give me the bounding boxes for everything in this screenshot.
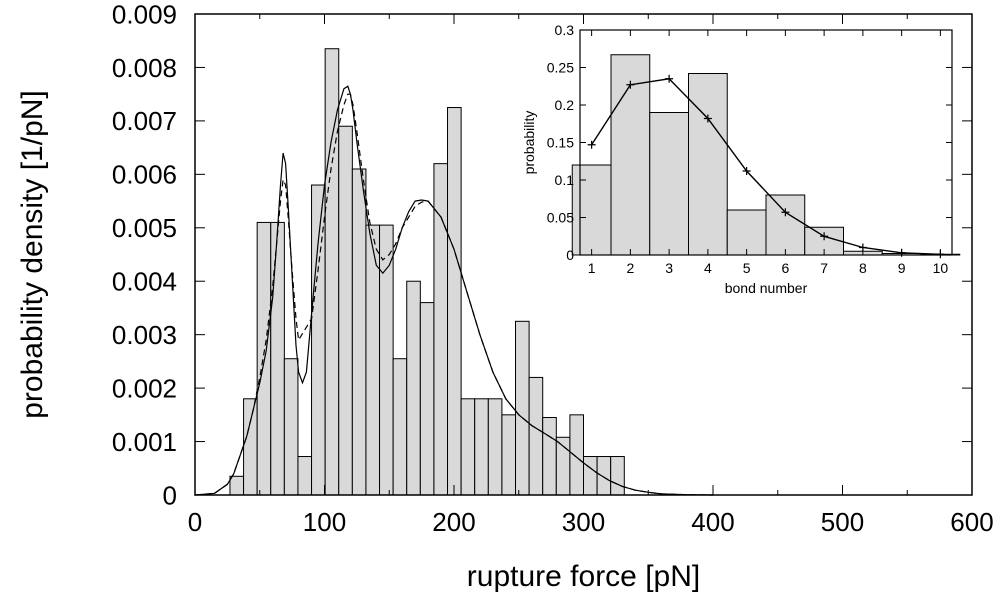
- histogram-bar: [649, 112, 689, 256]
- histogram-bar: [433, 163, 449, 496]
- histogram-bar: [610, 456, 625, 496]
- x-tick-label: 3: [665, 260, 673, 276]
- histogram-bar: [515, 320, 530, 496]
- histogram-bar: [726, 209, 767, 256]
- fit-curve: [591, 78, 941, 255]
- data-point-marker: [820, 232, 829, 241]
- histogram-bar: [229, 475, 245, 496]
- x-tick-label: 8: [859, 260, 867, 276]
- data-point-marker: [587, 140, 596, 149]
- data-point-marker: [703, 114, 712, 123]
- x-tick-label: 9: [898, 260, 906, 276]
- histogram-bar: [283, 358, 299, 496]
- histogram-bar: [487, 398, 503, 496]
- histogram-bar: [365, 224, 381, 496]
- histogram-bar: [447, 107, 462, 496]
- x-tick-label: 600: [950, 507, 993, 537]
- histogram-bar: [243, 398, 258, 496]
- y-tick-label: 0.002: [112, 373, 177, 403]
- inset-plot: 1 2 3 4 5 6 7 8 9 10 0 0.05 0.1 0.15 0.2 0.25 0.3 bond nu…: [521, 22, 961, 296]
- y-tick-label: 0.005: [112, 213, 177, 243]
- y-tick-label: 0.004: [112, 267, 177, 297]
- data-point-marker: [626, 80, 635, 89]
- histogram-bar: [569, 414, 585, 496]
- histogram-bar: [338, 125, 353, 496]
- histogram-bar: [474, 398, 489, 496]
- y-tick-label: 0.1: [555, 172, 575, 188]
- histogram-bar: [351, 168, 367, 496]
- y-tick-label: 0.009: [112, 0, 177, 29]
- x-axis-title: bond number: [725, 280, 808, 296]
- y-tick-label: 0.15: [547, 135, 574, 151]
- data-point-marker: [781, 208, 790, 217]
- y-axis-title: probability density [1/pN]: [16, 90, 49, 419]
- histogram-bar: [688, 73, 728, 256]
- histogram-bar: [270, 221, 285, 496]
- data-point-marker: [665, 74, 674, 83]
- histogram-bar: [419, 302, 435, 496]
- y-tick-label: 0.25: [547, 60, 574, 76]
- histogram-bar: [542, 417, 557, 496]
- x-tick-label: 4: [704, 260, 712, 276]
- x-tick-label: 200: [432, 507, 475, 537]
- y-tick-label: 0.001: [112, 427, 177, 457]
- histogram-bar: [765, 194, 806, 256]
- histogram-bar: [501, 414, 517, 496]
- histogram-bar: [256, 221, 272, 496]
- x-tick-label: 2: [626, 260, 634, 276]
- x-axis-title: rupture force [pN]: [467, 560, 700, 593]
- histogram-bar: [528, 376, 544, 496]
- y-tick-label: 0.05: [547, 210, 574, 226]
- y-tick-label: 0: [163, 480, 177, 510]
- x-tick-label: 10: [933, 260, 949, 276]
- x-tick-label: 5: [743, 260, 751, 276]
- x-tick-label: 0: [188, 507, 202, 537]
- y-tick-label: 0.3: [555, 22, 575, 38]
- histogram-bar: [460, 398, 476, 496]
- y-tick-label: 0.008: [112, 53, 177, 83]
- x-tick-label: 400: [691, 507, 734, 537]
- histogram-bar: [406, 280, 421, 496]
- data-point-marker: [742, 167, 751, 175]
- y-tick-label: 0.006: [112, 160, 177, 190]
- y-tick-label: 0: [566, 247, 574, 263]
- histogram-bar: [379, 224, 394, 496]
- x-tick-label: 100: [303, 507, 346, 537]
- y-tick-label: 0.2: [555, 97, 575, 113]
- histogram-bar: [571, 164, 612, 256]
- x-tick-label: 1: [588, 260, 596, 276]
- x-tick-label: 300: [562, 507, 605, 537]
- y-axis-title: probability: [521, 111, 537, 175]
- y-tick-label: 0.003: [112, 320, 177, 350]
- y-tick-label: 0.007: [112, 106, 177, 136]
- histogram-bar: [392, 358, 408, 496]
- x-tick-label: 6: [781, 260, 789, 276]
- dashed-fit-curve: [194, 93, 714, 496]
- histogram-bar: [297, 456, 313, 496]
- histogram-bar: [583, 456, 598, 496]
- x-tick-label: 500: [821, 507, 864, 537]
- main-plot: 0 100 200 300 400 500 60000.0010.0020.0030.004…: [16, 0, 994, 593]
- histogram-bar: [596, 456, 612, 496]
- x-tick-label: 7: [820, 260, 828, 276]
